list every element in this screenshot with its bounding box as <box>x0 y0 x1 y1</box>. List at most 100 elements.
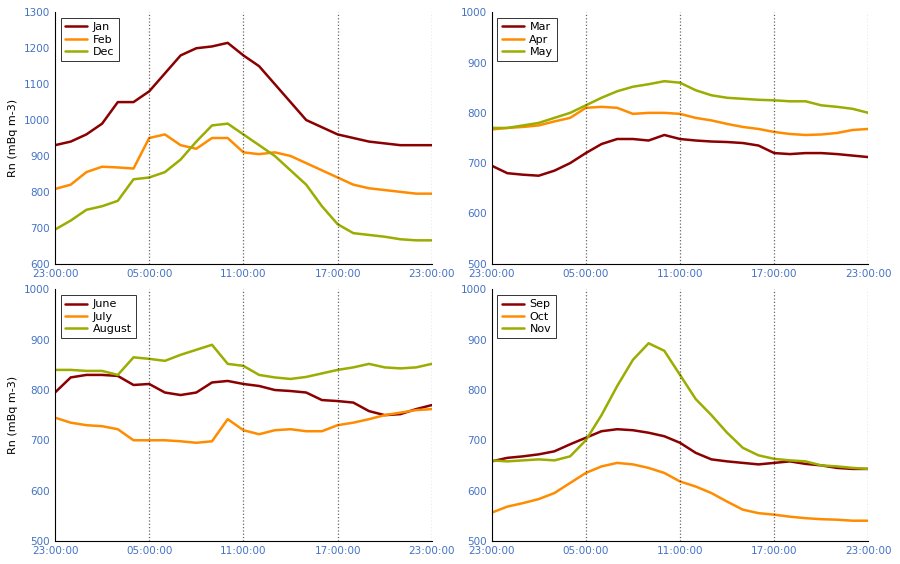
Mar <box>800 149 811 156</box>
Mar <box>580 149 591 156</box>
Jan <box>66 138 77 145</box>
Sep <box>659 433 670 439</box>
May <box>644 81 654 87</box>
Feb <box>254 151 265 157</box>
Mar <box>627 135 638 142</box>
Jan <box>395 142 406 148</box>
Mar <box>534 173 544 179</box>
July <box>301 428 311 435</box>
Line: Oct: Oct <box>491 463 868 521</box>
Mar <box>486 162 497 169</box>
Dec <box>427 237 437 244</box>
August <box>285 376 296 382</box>
Dec <box>50 226 60 233</box>
Nov <box>612 382 623 389</box>
Apr <box>832 130 842 136</box>
July <box>50 415 60 421</box>
August <box>410 364 421 371</box>
Oct <box>502 503 513 510</box>
Mar <box>502 170 513 177</box>
Apr <box>785 131 796 138</box>
June <box>238 381 248 387</box>
Apr <box>769 129 779 135</box>
August <box>112 372 123 378</box>
August <box>159 358 170 364</box>
May <box>706 92 716 99</box>
Feb <box>66 181 77 188</box>
Sep <box>518 453 528 460</box>
Nov <box>706 412 716 418</box>
Nov <box>549 457 560 464</box>
Apr <box>486 126 497 133</box>
Oct <box>706 490 716 496</box>
Sep <box>816 462 827 469</box>
July <box>176 438 186 444</box>
July <box>96 423 107 430</box>
Dec <box>112 197 123 204</box>
Legend: June, July, August: June, July, August <box>60 295 136 338</box>
Feb <box>395 188 406 195</box>
July <box>191 439 202 446</box>
Sep <box>534 451 544 458</box>
Dec <box>191 138 202 145</box>
May <box>564 109 575 116</box>
Mar <box>690 137 701 144</box>
July <box>207 438 218 444</box>
July <box>254 431 265 438</box>
Legend: Mar, Apr, May: Mar, Apr, May <box>497 18 557 61</box>
Mar <box>722 139 733 146</box>
Apr <box>659 109 670 116</box>
Mar <box>518 171 528 178</box>
July <box>410 407 421 413</box>
Nov <box>627 356 638 363</box>
Mar <box>832 151 842 157</box>
July <box>159 437 170 444</box>
Nov <box>502 458 513 465</box>
Apr <box>644 109 654 116</box>
Apr <box>706 117 716 124</box>
Apr <box>863 126 874 133</box>
May <box>627 83 638 90</box>
Line: Nov: Nov <box>491 343 868 469</box>
June <box>254 382 265 389</box>
May <box>690 87 701 94</box>
June <box>364 408 374 415</box>
Nov <box>800 458 811 465</box>
Line: Dec: Dec <box>55 124 432 240</box>
Dec <box>66 217 77 224</box>
Dec <box>317 203 328 210</box>
Y-axis label: Rn (mBq m-3): Rn (mBq m-3) <box>8 376 19 454</box>
Mar <box>549 168 560 174</box>
Oct <box>486 509 497 516</box>
June <box>66 374 77 381</box>
Nov <box>737 444 748 451</box>
Oct <box>737 506 748 513</box>
Nov <box>580 437 591 444</box>
Sep <box>832 465 842 472</box>
Oct <box>659 470 670 477</box>
Nov <box>534 456 544 462</box>
Mar <box>753 142 764 149</box>
August <box>66 367 77 373</box>
Jan <box>159 70 170 77</box>
Sep <box>596 428 607 435</box>
Oct <box>769 512 779 518</box>
July <box>222 416 233 422</box>
Oct <box>644 465 654 472</box>
Apr <box>722 121 733 127</box>
Apr <box>612 104 623 111</box>
July <box>285 426 296 433</box>
May <box>596 94 607 101</box>
May <box>659 78 670 85</box>
Nov <box>832 463 842 470</box>
Oct <box>596 463 607 470</box>
July <box>364 416 374 422</box>
Sep <box>722 458 733 465</box>
August <box>332 367 343 373</box>
Jan <box>348 135 359 142</box>
Oct <box>785 513 796 520</box>
Feb <box>222 135 233 142</box>
August <box>238 363 248 369</box>
June <box>395 411 406 417</box>
Dec <box>395 236 406 243</box>
